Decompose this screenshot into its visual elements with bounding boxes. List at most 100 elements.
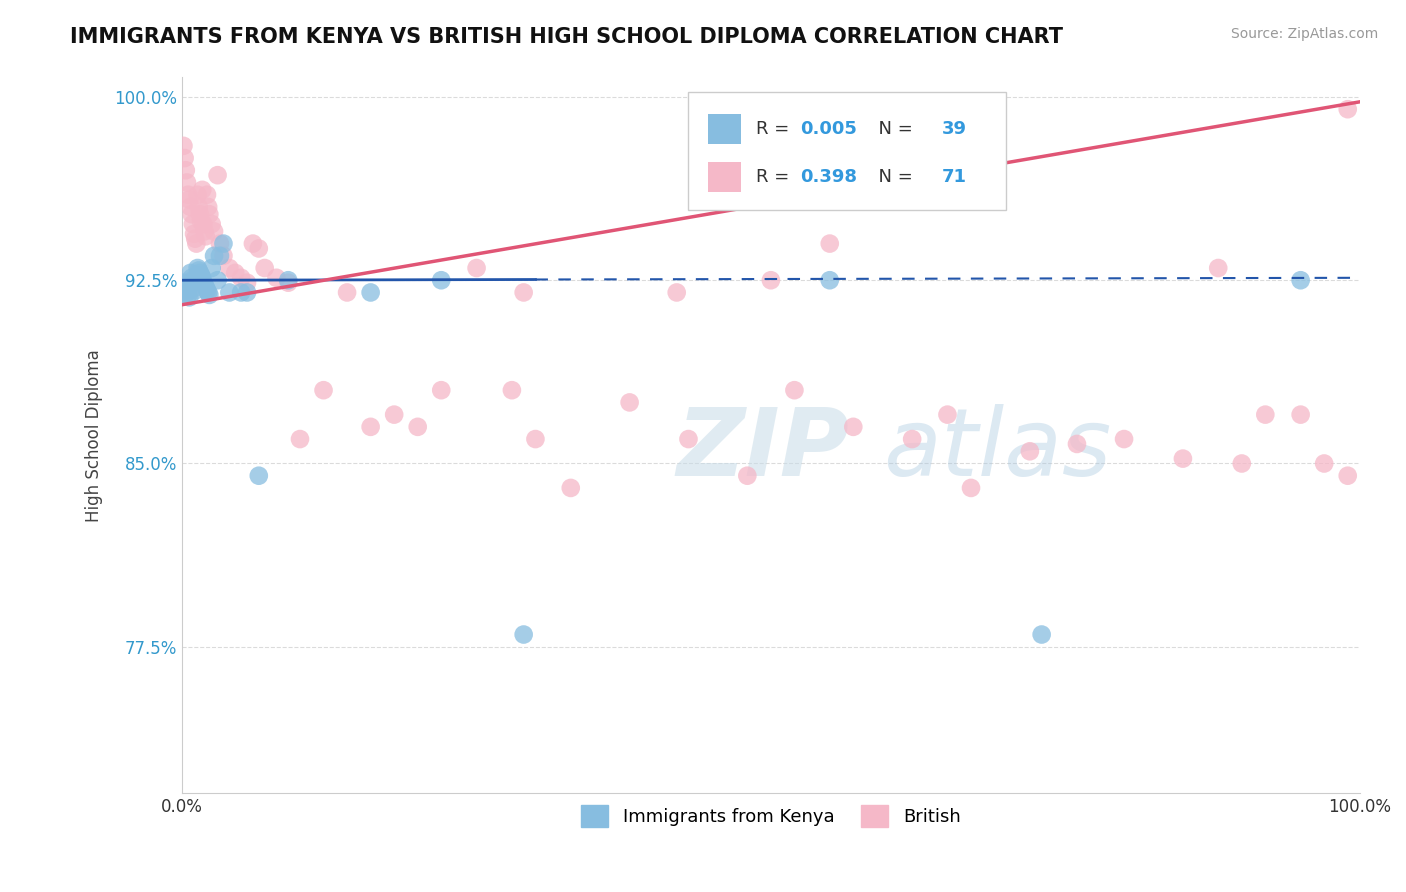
Point <box>173 280 195 294</box>
Point <box>1230 457 1253 471</box>
Point <box>737 468 759 483</box>
Point <box>179 266 201 280</box>
Point <box>1171 451 1194 466</box>
Legend: Immigrants from Kenya, British: Immigrants from Kenya, British <box>574 798 967 834</box>
Text: N =: N = <box>868 168 920 186</box>
Point <box>208 249 231 263</box>
Point <box>218 285 240 300</box>
Point <box>242 236 264 251</box>
Point <box>188 266 211 280</box>
Point <box>207 168 229 182</box>
Point <box>360 420 382 434</box>
Text: atlas: atlas <box>883 404 1111 495</box>
Point <box>208 236 231 251</box>
Point <box>201 260 224 275</box>
Point <box>360 285 382 300</box>
Point <box>960 481 983 495</box>
Point <box>184 280 207 294</box>
Point <box>187 260 209 275</box>
Point <box>183 227 205 241</box>
Point <box>1289 408 1312 422</box>
Point <box>195 187 218 202</box>
Point <box>236 276 259 290</box>
Point <box>1337 468 1360 483</box>
Point <box>194 229 217 244</box>
Text: 0.005: 0.005 <box>800 120 858 138</box>
Point <box>193 217 215 231</box>
Point <box>173 151 195 165</box>
Point <box>181 273 204 287</box>
Point <box>218 260 240 275</box>
Point <box>172 139 194 153</box>
Point <box>187 263 209 277</box>
Point <box>198 207 221 221</box>
Point <box>194 224 217 238</box>
Point <box>524 432 547 446</box>
Point <box>430 273 453 287</box>
Point <box>382 408 405 422</box>
Point <box>181 217 204 231</box>
Point <box>202 224 225 238</box>
Point <box>665 285 688 300</box>
Point <box>231 270 253 285</box>
Point <box>1206 260 1229 275</box>
Point <box>188 207 211 221</box>
Point <box>193 276 215 290</box>
Point <box>619 395 641 409</box>
Point <box>179 290 201 304</box>
Point <box>818 273 841 287</box>
Point <box>818 236 841 251</box>
Point <box>1254 408 1277 422</box>
Point <box>253 260 276 275</box>
Point <box>176 285 198 300</box>
Point <box>191 183 214 197</box>
Point <box>336 285 359 300</box>
Point <box>207 273 229 287</box>
Point <box>501 383 523 397</box>
Text: 0.398: 0.398 <box>800 168 858 186</box>
Point <box>187 187 209 202</box>
Point <box>1066 437 1088 451</box>
Point <box>201 217 224 231</box>
Text: R =: R = <box>755 168 794 186</box>
Point <box>176 176 198 190</box>
Point <box>212 249 235 263</box>
Point <box>180 207 202 221</box>
Point <box>180 270 202 285</box>
Bar <box>709 114 741 144</box>
Point <box>560 481 582 495</box>
Point <box>678 432 700 446</box>
Point <box>197 285 219 300</box>
Point <box>174 283 197 297</box>
Point <box>430 383 453 397</box>
Point <box>184 232 207 246</box>
Point <box>1337 102 1360 116</box>
Text: Source: ZipAtlas.com: Source: ZipAtlas.com <box>1230 27 1378 41</box>
Point <box>465 260 488 275</box>
Point <box>312 383 335 397</box>
Text: 71: 71 <box>942 168 966 186</box>
Point <box>187 200 209 214</box>
Bar <box>709 162 741 192</box>
Point <box>194 280 217 294</box>
Point <box>759 273 782 287</box>
Point <box>512 627 534 641</box>
Point <box>783 383 806 397</box>
Y-axis label: High School Diploma: High School Diploma <box>86 349 103 522</box>
Point <box>186 283 208 297</box>
Point <box>195 283 218 297</box>
Point <box>194 278 217 293</box>
Point <box>266 270 288 285</box>
FancyBboxPatch shape <box>689 92 1007 210</box>
Point <box>277 273 299 287</box>
Point <box>198 288 221 302</box>
Point <box>179 193 201 207</box>
Text: ZIP: ZIP <box>676 404 849 496</box>
Point <box>1018 444 1040 458</box>
Text: 39: 39 <box>942 120 966 138</box>
Text: N =: N = <box>868 120 920 138</box>
Point <box>842 420 865 434</box>
Point <box>512 285 534 300</box>
Point <box>177 187 200 202</box>
Point <box>179 200 201 214</box>
